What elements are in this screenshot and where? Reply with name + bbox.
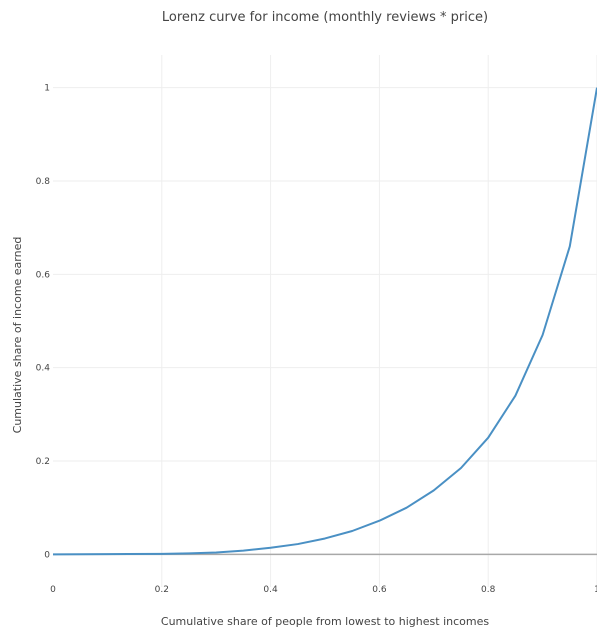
y-axis-title: Cumulative share of income earned bbox=[11, 237, 24, 434]
y-tick-label: 0.4 bbox=[36, 364, 51, 374]
x-tick-label: 0.2 bbox=[155, 585, 169, 595]
chart-title: Lorenz curve for income (monthly reviews… bbox=[162, 10, 488, 25]
y-tick-label: 0 bbox=[44, 550, 50, 560]
x-tick-label: 0.8 bbox=[481, 585, 496, 595]
y-tick-label: 0.6 bbox=[36, 270, 51, 280]
lorenz-curve-line bbox=[52, 87, 597, 556]
series-group bbox=[52, 87, 597, 556]
x-tick-label: 0.4 bbox=[263, 585, 278, 595]
y-tick-label: 0.2 bbox=[36, 457, 50, 467]
y-tick-label: 1 bbox=[44, 84, 50, 94]
x-tick-label: 1 bbox=[594, 585, 597, 595]
x-axis-title: Cumulative share of people from lowest t… bbox=[161, 615, 489, 628]
y-tick-labels: 0 0.2 0.4 0.6 0.8 1 bbox=[36, 84, 51, 561]
x-tick-labels: 0 0.2 0.4 0.6 0.8 1 bbox=[50, 585, 597, 595]
x-tick-label: 0 bbox=[50, 585, 56, 595]
x-tick-label: 0.6 bbox=[372, 585, 387, 595]
y-tick-label: 0.8 bbox=[36, 177, 51, 187]
grid bbox=[53, 55, 597, 587]
